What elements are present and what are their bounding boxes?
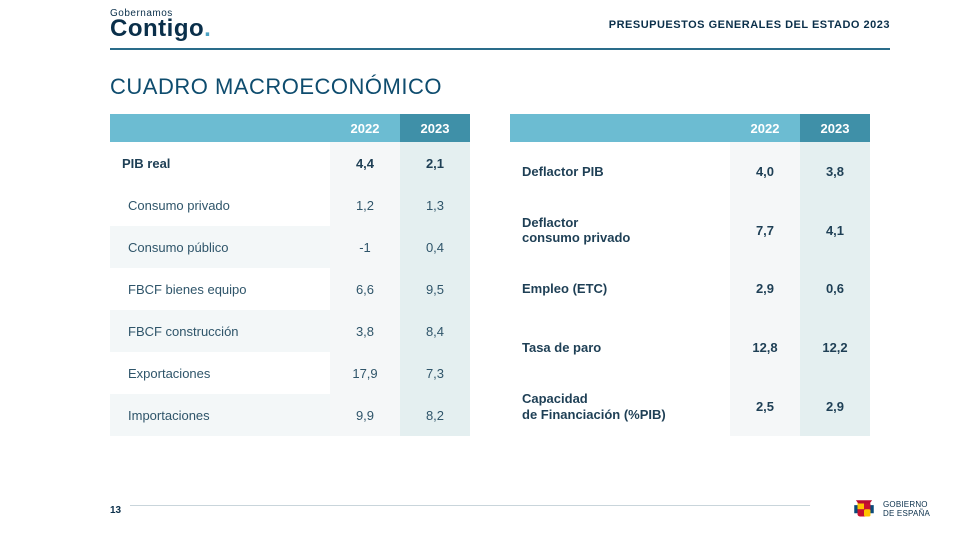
value-2023: 2,9 [800,377,870,436]
value-2022: 7,7 [730,201,800,260]
tables-container: 2022 2023 PIB real4,42,1Consumo privado1… [0,114,960,436]
value-2023: 4,1 [800,201,870,260]
col-header-blank [110,114,330,142]
row-label: Exportaciones [110,352,330,394]
value-2022: -1 [330,226,400,268]
right-table: 2022 2023 Deflactor PIB4,03,8Deflactorco… [510,114,870,436]
value-2023: 8,2 [400,394,470,436]
value-2022: 2,5 [730,377,800,436]
value-2022: 4,0 [730,142,800,201]
row-label: FBCF bienes equipo [110,268,330,310]
row-label: Tasa de paro [510,318,730,377]
table-row: FBCF construcción3,88,4 [110,310,470,352]
col-header-2022: 2022 [730,114,800,142]
col-header-2023: 2023 [800,114,870,142]
table-row: Empleo (ETC)2,90,6 [510,260,870,319]
row-label: Importaciones [110,394,330,436]
header-rule [110,48,890,50]
row-label: Deflactorconsumo privado [510,201,730,260]
value-2022: 2,9 [730,260,800,319]
logo: Gobernamos Contigo. [110,9,211,41]
row-label: Deflactor PIB [510,142,730,201]
col-header-2022: 2022 [330,114,400,142]
row-label: PIB real [110,142,330,184]
table-row: FBCF bienes equipo6,69,5 [110,268,470,310]
value-2022: 17,9 [330,352,400,394]
value-2023: 3,8 [800,142,870,201]
coat-of-arms-icon [851,497,877,523]
table-row: Tasa de paro12,812,2 [510,318,870,377]
value-2023: 7,3 [400,352,470,394]
value-2022: 3,8 [330,310,400,352]
value-2023: 9,5 [400,268,470,310]
table-row: Consumo privado1,21,3 [110,184,470,226]
table-row: Exportaciones17,97,3 [110,352,470,394]
table-row: Importaciones9,98,2 [110,394,470,436]
col-header-2023: 2023 [400,114,470,142]
value-2023: 0,4 [400,226,470,268]
government-logo: GOBIERNO DE ESPAÑA [845,497,930,523]
slide-header: Gobernamos Contigo. PRESUPUESTOS GENERAL… [0,0,960,50]
table-row: Capacidadde Financiación (%PIB)2,52,9 [510,377,870,436]
value-2023: 1,3 [400,184,470,226]
value-2022: 9,9 [330,394,400,436]
col-header-blank [510,114,730,142]
value-2022: 6,6 [330,268,400,310]
table-row: Deflactor PIB4,03,8 [510,142,870,201]
page-number: 13 [110,505,121,516]
logo-big-text: Contigo. [110,15,211,42]
row-label: Consumo público [110,226,330,268]
value-2022: 1,2 [330,184,400,226]
slide-footer: 13 GOBIERNO DE ESPAÑA [0,497,960,523]
row-label: Consumo privado [110,184,330,226]
slide-title: CUADRO MACROECONÓMICO [110,74,960,100]
row-label: Empleo (ETC) [510,260,730,319]
value-2022: 12,8 [730,318,800,377]
left-table: 2022 2023 PIB real4,42,1Consumo privado1… [110,114,470,436]
table-row: Consumo público-10,4 [110,226,470,268]
header-subtitle: PRESUPUESTOS GENERALES DEL ESTADO 2023 [609,19,890,31]
row-label: FBCF construcción [110,310,330,352]
value-2023: 2,1 [400,142,470,184]
value-2023: 12,2 [800,318,870,377]
table-row: PIB real4,42,1 [110,142,470,184]
value-2023: 0,6 [800,260,870,319]
value-2023: 8,4 [400,310,470,352]
table-row: Deflactorconsumo privado7,74,1 [510,201,870,260]
value-2022: 4,4 [330,142,400,184]
footer-rule [130,505,810,506]
row-label: Capacidadde Financiación (%PIB) [510,377,730,436]
government-text: GOBIERNO DE ESPAÑA [883,501,930,519]
